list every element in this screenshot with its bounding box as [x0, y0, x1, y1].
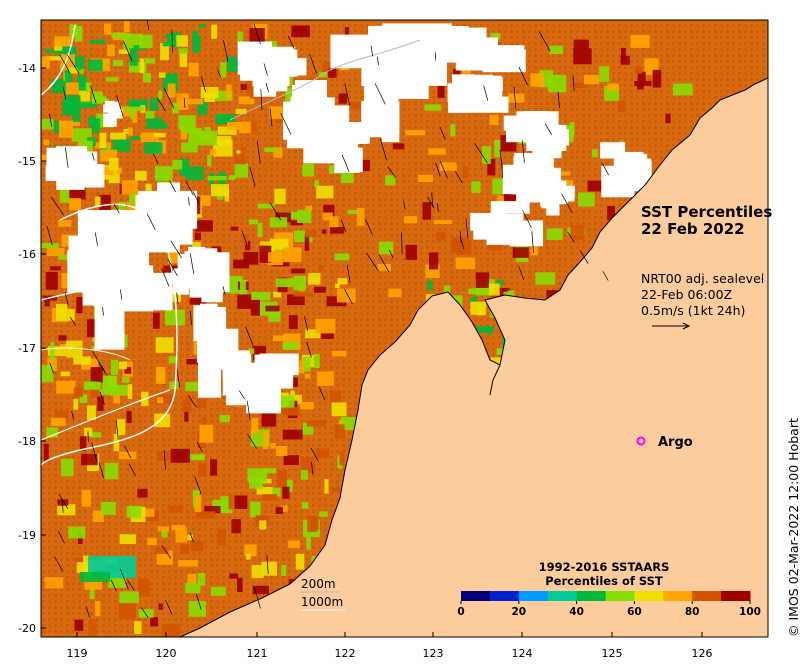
colorbar-tick-label: 80	[685, 606, 700, 618]
isobath-line	[41, 24, 76, 96]
colorbar-segment	[721, 591, 751, 601]
colorbar-tick-label: 100	[739, 606, 761, 618]
lon-tick-label: 122	[335, 647, 356, 660]
lon-tick-label: 119	[67, 647, 88, 660]
land-mass	[179, 20, 768, 637]
colorbar-tick-label: 40	[569, 606, 584, 618]
lon-tick-label: 123	[423, 647, 444, 660]
lat-tick-label: -18	[18, 435, 36, 448]
lat-tick-label: -16	[18, 248, 36, 261]
argo-marker	[636, 436, 646, 446]
credit-text: © IMOS 02-Mar-2022 12:00 Hobart	[786, 418, 801, 637]
colorbar-segment	[518, 591, 549, 601]
map-title-line1: SST Percentiles	[641, 203, 772, 221]
lat-tick-label: -19	[18, 529, 36, 542]
colorbar-segment	[663, 591, 693, 601]
colorbar-title-line2: Percentiles of SST	[545, 574, 663, 588]
colorbar-segment	[692, 591, 722, 601]
argo-label: Argo	[658, 435, 693, 450]
lat-tick-label: -15	[18, 155, 36, 168]
lon-tick-label: 126	[692, 647, 713, 660]
colorbar-title-line1: 1992-2016 SSTAARS	[539, 560, 670, 574]
lon-tick-label: 121	[247, 647, 268, 660]
longitude-axis: 119 120 121 122 123 124 125 126	[67, 632, 713, 660]
sst-field	[41, 20, 768, 637]
lat-tick-label: -14	[18, 62, 36, 75]
lat-tick-label: -17	[18, 342, 36, 355]
lat-tick-label: -20	[18, 622, 36, 635]
map-title-line2: 22 Feb 2022	[641, 220, 745, 238]
lon-tick-label: 120	[156, 647, 177, 660]
latitude-axis: -14 -15 -16 -17 -18 -19 -20	[18, 62, 46, 635]
current-vectors	[46, 20, 609, 618]
current-scale-arrow	[652, 322, 691, 330]
colorbar-segment	[489, 591, 520, 601]
isobath-1000-label: 1000m	[301, 595, 343, 609]
lon-tick-label: 124	[512, 647, 533, 660]
colorbar-segment	[576, 591, 606, 601]
plot-frame	[40, 19, 769, 638]
isobath-200-label: 200m	[301, 577, 336, 591]
colorbar-segment	[634, 591, 664, 601]
colorbar-tick-label: 20	[511, 606, 526, 618]
colorbar-segment	[605, 591, 635, 601]
current-info-line2: 22-Feb 06:00Z	[641, 287, 732, 302]
colorbar-tick-label: 0	[457, 606, 464, 618]
current-info-line3: 0.5m/s (1kt 24h)	[641, 303, 745, 318]
colorbar-tick-label: 60	[627, 606, 642, 618]
colorbar-segment	[461, 591, 491, 601]
current-info-line1: NRT00 adj. sealevel	[641, 271, 764, 286]
colorbar-segment	[547, 591, 578, 601]
lon-tick-label: 125	[602, 647, 623, 660]
colorbar: 1992-2016 SSTAARS Percentiles of SST 0 20…	[457, 560, 761, 618]
